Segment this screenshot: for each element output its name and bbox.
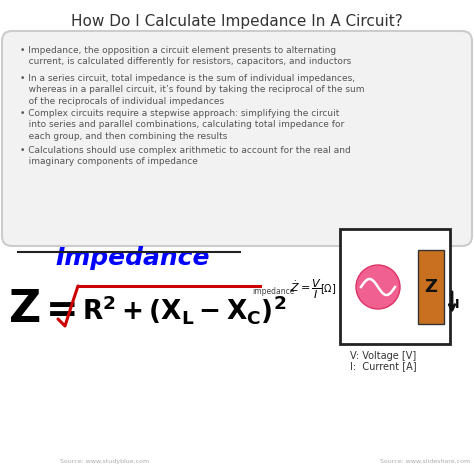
Text: $\mathbf{R^2+(X_L-X_C)^2}$: $\mathbf{R^2+(X_L-X_C)^2}$: [82, 292, 287, 326]
Text: Z: Z: [425, 278, 438, 296]
FancyBboxPatch shape: [2, 31, 472, 246]
Bar: [418, 250, 444, 324]
Text: $\mathbf{Z}$: $\mathbf{Z}$: [8, 288, 40, 330]
Text: $\mathbf{=}$: $\mathbf{=}$: [38, 290, 76, 328]
Text: • Impedance, the opposition a circuit element presents to alternating
   current: • Impedance, the opposition a circuit el…: [20, 46, 351, 66]
Text: How Do I Calculate Impedance In A Circuit?: How Do I Calculate Impedance In A Circui…: [71, 14, 403, 29]
Text: V: Voltage [V]: V: Voltage [V]: [350, 351, 416, 361]
Text: $\dot{Z}{=}\dfrac{V}{I}$: $\dot{Z}{=}\dfrac{V}{I}$: [290, 277, 322, 301]
Circle shape: [356, 265, 400, 309]
Text: I:  Current [A]: I: Current [A]: [350, 361, 417, 371]
Text: • Calculations should use complex arithmetic to account for the real and
   imag: • Calculations should use complex arithm…: [20, 146, 351, 166]
Text: • Complex circuits require a stepwise approach: simplifying the circuit
   into : • Complex circuits require a stepwise ap…: [20, 109, 344, 141]
Bar: [340, 229, 450, 344]
Text: I: I: [455, 298, 459, 310]
Text: Source: www.slideshare.com: Source: www.slideshare.com: [380, 459, 470, 464]
Text: Source: www.studyblue.com: Source: www.studyblue.com: [60, 459, 149, 464]
Text: $[\Omega]$: $[\Omega]$: [320, 282, 336, 296]
Text: Impedance: Impedance: [55, 246, 210, 270]
Text: • In a series circuit, total impedance is the sum of individual impedances,
   w: • In a series circuit, total impedance i…: [20, 74, 365, 106]
Text: impedance: impedance: [252, 288, 294, 297]
